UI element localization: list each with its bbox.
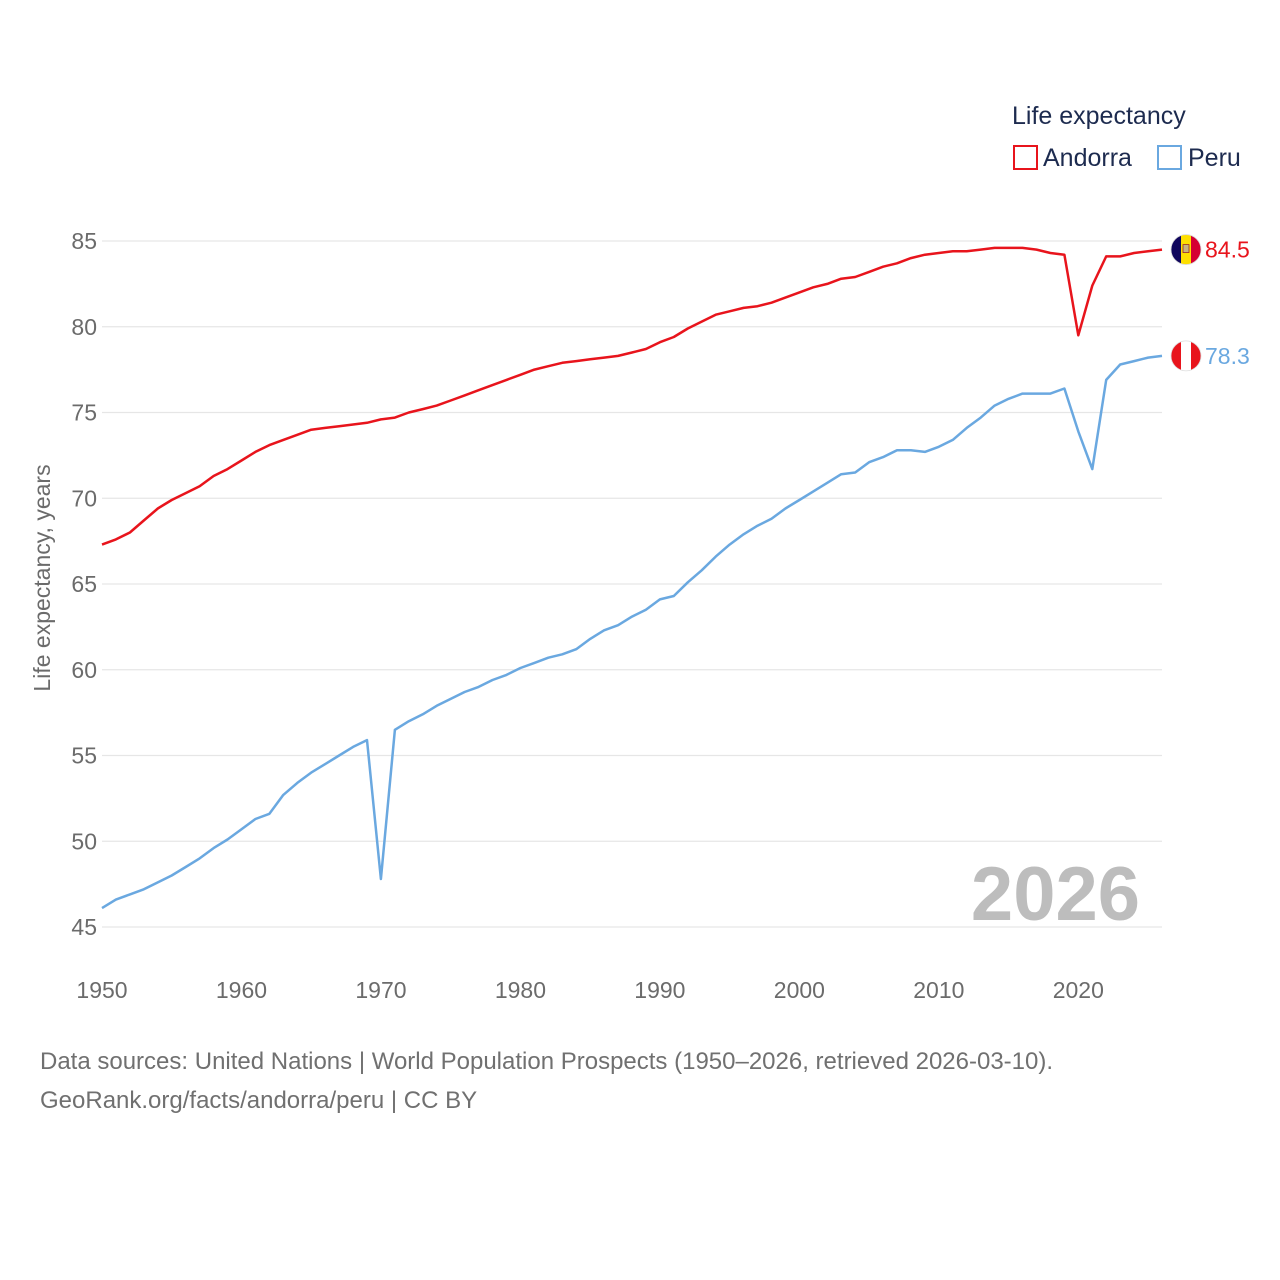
legend-label-andorra: Andorra xyxy=(1043,144,1132,172)
y-tick-label: 55 xyxy=(71,743,97,769)
current-year-label: 2026 xyxy=(971,852,1140,937)
y-tick-label: 75 xyxy=(71,400,97,426)
y-tick-label: 80 xyxy=(71,314,97,340)
y-axis-label: Life expectancy, years xyxy=(29,464,55,691)
andorra-flag-icon xyxy=(1170,234,1202,265)
y-tick-label: 45 xyxy=(71,914,97,940)
x-tick-label: 2000 xyxy=(774,977,825,1003)
series-lines xyxy=(101,246,1163,910)
source-line: Data sources: United Nations | World Pop… xyxy=(40,1048,1054,1075)
y-tick-label: 70 xyxy=(71,485,97,511)
series-line-andorra[interactable] xyxy=(101,246,1163,546)
x-tick-label: 1990 xyxy=(634,977,685,1003)
gridlines xyxy=(102,240,1162,928)
end-value-label-peru: 78.3 xyxy=(1205,343,1250,369)
attribution-line: GeoRank.org/facts/andorra/peru | CC BY xyxy=(40,1087,478,1114)
y-tick-label: 60 xyxy=(71,657,97,683)
peru-flag-icon xyxy=(1170,340,1202,372)
x-axis-ticks: 1950 1960 1970 1980 1990 2000 2010 2020 xyxy=(76,977,1103,1003)
end-value-label-andorra: 84.5 xyxy=(1205,237,1250,263)
x-tick-label: 1980 xyxy=(495,977,546,1003)
y-tick-label: 85 xyxy=(71,228,97,254)
line-chart: Life expectancy Andorra Peru 45 50 55 60 65 7… xyxy=(29,102,1250,1003)
series-end-markers: 84.5 78.3 xyxy=(1170,234,1250,372)
y-tick-label: 65 xyxy=(71,571,97,597)
x-tick-label: 2010 xyxy=(913,977,964,1003)
legend-label-peru: Peru xyxy=(1188,144,1241,172)
x-tick-label: 1960 xyxy=(216,977,267,1003)
legend-item-andorra[interactable]: Andorra xyxy=(1013,144,1132,172)
x-tick-label: 2020 xyxy=(1053,977,1104,1003)
y-tick-label: 50 xyxy=(71,828,97,854)
y-axis-ticks: 45 50 55 60 65 70 75 80 85 xyxy=(71,228,97,940)
series-line-peru[interactable] xyxy=(101,354,1163,910)
legend-swatch-andorra xyxy=(1013,145,1038,170)
legend-item-peru[interactable]: Peru xyxy=(1157,144,1241,172)
x-tick-label: 1950 xyxy=(76,977,127,1003)
legend-title: Life expectancy xyxy=(1012,102,1186,130)
source-note: Data sources: United Nations | World Pop… xyxy=(40,1042,1053,1120)
x-tick-label: 1970 xyxy=(355,977,406,1003)
legend-swatch-peru xyxy=(1157,145,1182,170)
